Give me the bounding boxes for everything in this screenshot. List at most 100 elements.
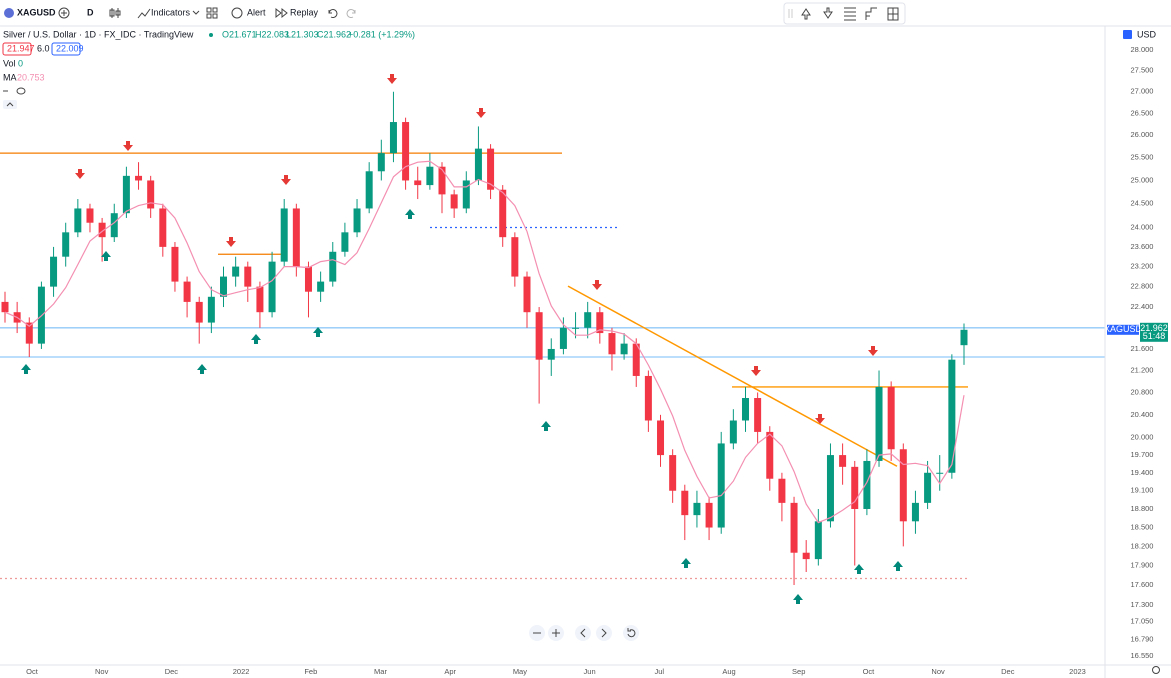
bid: 21.947 bbox=[7, 43, 35, 53]
candle-body bbox=[948, 359, 956, 473]
undo-button[interactable] bbox=[328, 9, 338, 18]
buy-arrow bbox=[101, 251, 111, 261]
collapse-icon bbox=[6, 102, 14, 107]
ask: 22.009 bbox=[56, 43, 84, 53]
ma-label: MA bbox=[3, 72, 17, 82]
candle-body bbox=[681, 490, 689, 516]
visibility-toggle[interactable] bbox=[3, 87, 26, 95]
candle-body bbox=[766, 431, 774, 479]
candle-body bbox=[754, 398, 762, 432]
x-tick-label: Dec bbox=[1001, 667, 1015, 676]
spread: 6.0 bbox=[37, 43, 50, 53]
scroll-left[interactable] bbox=[575, 625, 591, 641]
sell-arrow bbox=[75, 169, 85, 179]
legend-high: H22.083 bbox=[255, 29, 289, 39]
buy-arrow bbox=[541, 421, 551, 431]
candle-body bbox=[657, 420, 665, 456]
candle-body bbox=[790, 502, 798, 553]
redo-button[interactable] bbox=[346, 9, 356, 18]
candle-body bbox=[717, 443, 725, 528]
reset-icon bbox=[627, 628, 636, 638]
compare-icon bbox=[61, 10, 67, 16]
ask-box[interactable] bbox=[51, 42, 81, 56]
x-tick-label: Aug bbox=[722, 667, 735, 676]
candle-body bbox=[438, 166, 446, 195]
candle-body bbox=[183, 281, 191, 302]
candle-body bbox=[377, 153, 385, 172]
alert-button[interactable]: Alert bbox=[247, 7, 266, 17]
interval[interactable]: D bbox=[87, 7, 94, 17]
candle-body bbox=[25, 322, 33, 344]
scroll-right[interactable] bbox=[596, 625, 612, 641]
x-tick-label: Apr bbox=[444, 667, 456, 676]
scroll-right-icon bbox=[601, 628, 607, 638]
vol-value: 0 bbox=[18, 58, 23, 68]
settings-button[interactable] bbox=[1152, 666, 1160, 674]
candle-body bbox=[402, 122, 410, 181]
layout-button[interactable] bbox=[206, 7, 218, 19]
candle-body bbox=[256, 286, 264, 313]
price-tag-price: 21.962 bbox=[1140, 323, 1168, 333]
tool-down[interactable] bbox=[823, 7, 833, 19]
x-tick-label: Dec bbox=[165, 667, 179, 676]
compare-button[interactable] bbox=[58, 7, 70, 19]
candle-body bbox=[487, 148, 495, 190]
candle-body bbox=[499, 189, 507, 238]
legend-low: L21.303 bbox=[286, 29, 319, 39]
y-tick-label: 21.200 bbox=[1131, 365, 1154, 374]
x-tick-label: 2022 bbox=[233, 667, 250, 676]
currency[interactable]: USD bbox=[1137, 29, 1157, 39]
replay-button[interactable]: Replay bbox=[290, 7, 319, 17]
x-tick-label: Feb bbox=[304, 667, 317, 676]
ma-value: 20.753 bbox=[17, 72, 45, 82]
y-tick-label: 17.300 bbox=[1131, 600, 1154, 609]
bid-box[interactable] bbox=[2, 42, 32, 56]
symbol-logo bbox=[4, 8, 14, 18]
y-tick-label: 22.400 bbox=[1131, 302, 1154, 311]
candle-body bbox=[207, 296, 215, 323]
y-tick-label: 19.700 bbox=[1131, 450, 1154, 459]
replay-icon bbox=[275, 7, 288, 19]
price-tag-symbol-box bbox=[1107, 324, 1139, 335]
y-tick-label: 20.800 bbox=[1131, 387, 1154, 396]
indicators-menu[interactable] bbox=[192, 10, 200, 15]
y-tick-label: 16.550 bbox=[1131, 651, 1154, 660]
candle-body bbox=[899, 449, 907, 522]
x-tick-label: Oct bbox=[863, 667, 876, 676]
chart-type-button[interactable] bbox=[109, 8, 121, 18]
indicators-button[interactable]: Indicators bbox=[151, 7, 191, 17]
y-tick-label: 22.800 bbox=[1131, 282, 1154, 291]
scroll-left-icon bbox=[580, 628, 586, 638]
tool-up[interactable] bbox=[801, 8, 811, 20]
candle-body bbox=[474, 148, 482, 181]
drag-handle[interactable] bbox=[788, 9, 793, 18]
x-tick-label: May bbox=[513, 667, 527, 676]
candle-body bbox=[280, 208, 288, 262]
y-tick-label: 25.500 bbox=[1131, 153, 1154, 162]
market-status bbox=[209, 33, 213, 37]
candle-body bbox=[268, 261, 276, 313]
symbol[interactable]: XAGUSD bbox=[17, 7, 56, 17]
legend-change: +0.281 (+1.29%) bbox=[348, 29, 415, 39]
y-tick-label: 27.000 bbox=[1131, 87, 1154, 96]
sell-arrow bbox=[476, 108, 486, 118]
candles bbox=[1, 91, 968, 586]
reset-view[interactable] bbox=[623, 625, 639, 641]
alert-icon bbox=[231, 7, 243, 19]
x-tick-label: Jun bbox=[584, 667, 596, 676]
tool-lines[interactable] bbox=[844, 7, 856, 21]
y-tick-label: 18.500 bbox=[1131, 523, 1154, 532]
collapse-button[interactable] bbox=[3, 100, 17, 109]
candle-body bbox=[304, 266, 312, 292]
y-tick-label: 18.800 bbox=[1131, 504, 1154, 513]
candle-body bbox=[547, 348, 555, 360]
tool-grid[interactable] bbox=[887, 7, 899, 21]
sell-arrow bbox=[387, 74, 397, 84]
sell-arrow bbox=[868, 346, 878, 356]
candle-body bbox=[535, 312, 543, 360]
tool-fib[interactable] bbox=[865, 7, 877, 20]
candle-body bbox=[814, 521, 822, 560]
candle-body bbox=[232, 266, 240, 277]
x-tick-label: Mar bbox=[374, 667, 387, 676]
